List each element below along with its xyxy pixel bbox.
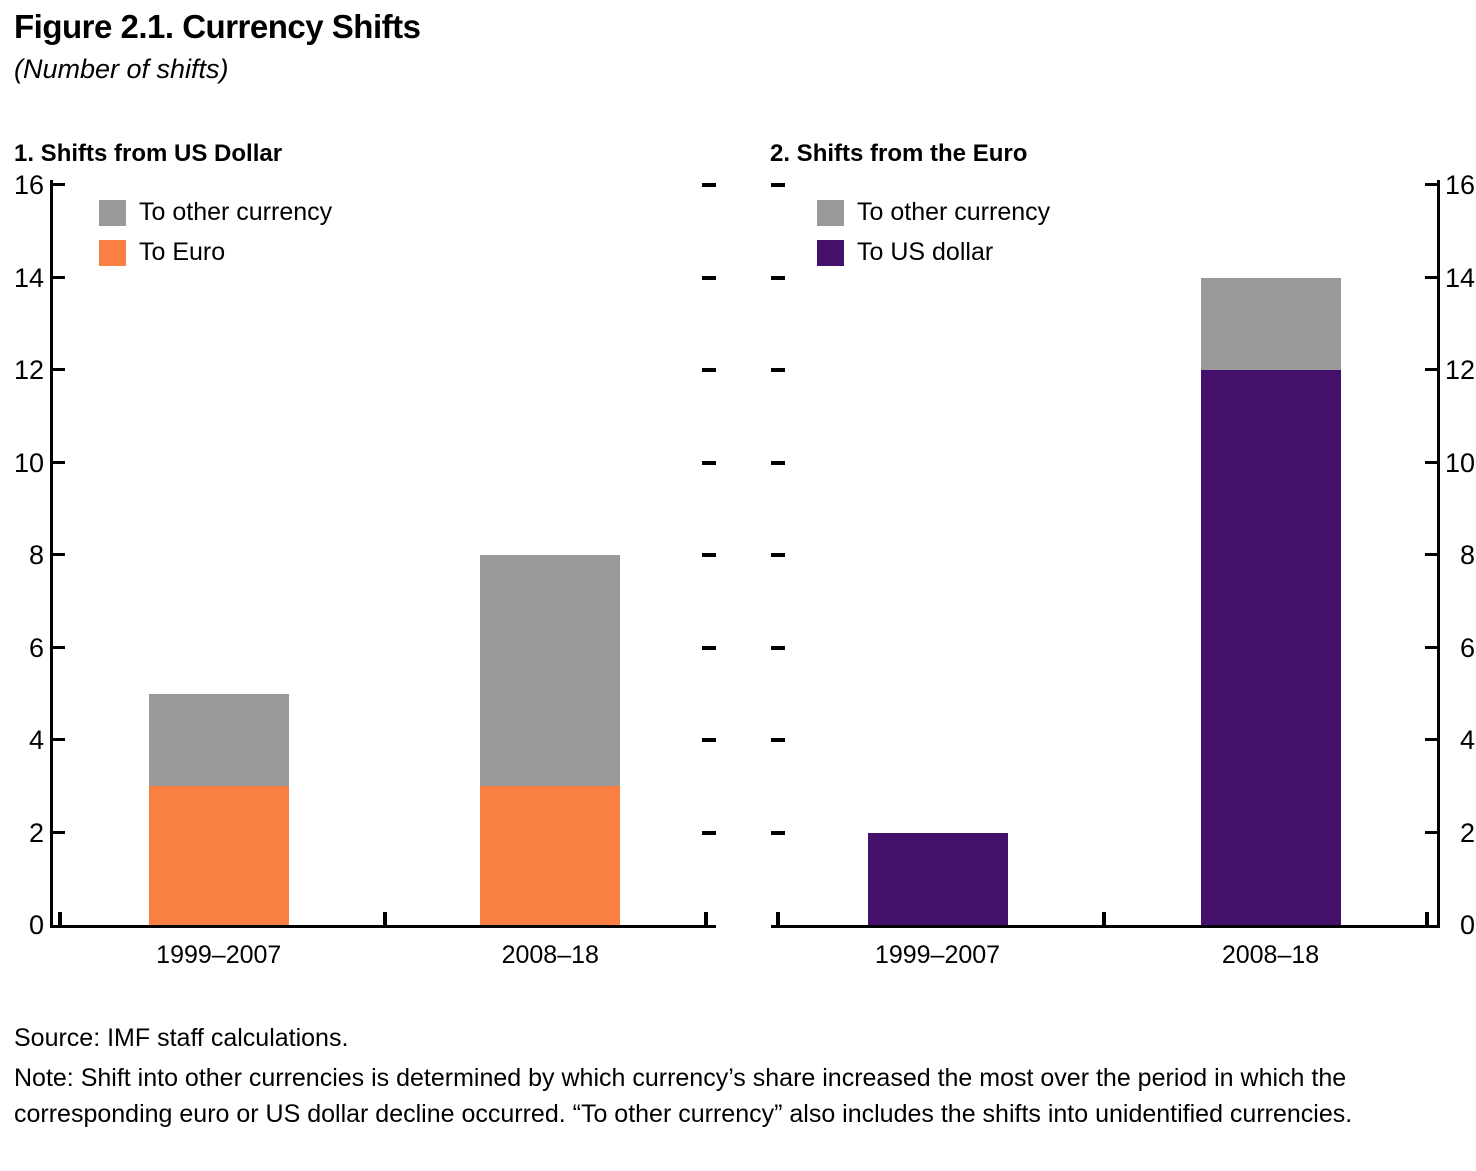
panel-2-plot-area: 0 2 4 6 8 10 12 14 16 1999–2007 2008–18 To other cu… bbox=[771, 171, 1475, 969]
y-axis-label: 8 bbox=[1459, 540, 1475, 570]
y-axis-label: 2 bbox=[28, 817, 44, 848]
y-axis-label: 14 bbox=[13, 262, 44, 293]
y-axis-label: 6 bbox=[1459, 632, 1475, 663]
bar-segment-to-other-currency bbox=[480, 555, 621, 787]
inner-edge-tick bbox=[702, 830, 716, 835]
y-axis-label: 8 bbox=[28, 540, 44, 570]
inner-edge-tick bbox=[771, 830, 785, 835]
x-axis-tick-right bbox=[704, 912, 708, 925]
y-axis-label: 4 bbox=[1459, 725, 1475, 755]
inner-edge-tick bbox=[771, 183, 785, 187]
y-axis-tick bbox=[1425, 553, 1437, 556]
inner-edge-tick bbox=[771, 645, 785, 650]
category-label: 1999–2007 bbox=[874, 941, 1001, 969]
legend-swatch-to-euro bbox=[99, 239, 126, 266]
y-axis-tick bbox=[53, 183, 65, 186]
y-axis-label: 10 bbox=[13, 447, 44, 478]
inner-edge-tick bbox=[702, 645, 716, 650]
inner-edge-tick bbox=[771, 460, 785, 465]
x-axis-tick-mid bbox=[382, 912, 387, 925]
legend-label: To US dollar bbox=[857, 238, 994, 266]
inner-edge-tick bbox=[702, 553, 716, 557]
bar-segment-to-other-currency bbox=[1200, 277, 1341, 370]
figure-title: Figure 2.1. Currency Shifts bbox=[14, 8, 421, 45]
legend: To other currency To Euro bbox=[99, 198, 332, 278]
bar-segment-to-euro bbox=[148, 786, 289, 925]
y-axis-tick bbox=[53, 645, 65, 649]
bar-segment-to-us-dollar bbox=[867, 832, 1008, 925]
y-axis-label: 12 bbox=[1444, 355, 1475, 385]
y-axis-tick bbox=[1425, 830, 1437, 834]
bar-segment-to-euro bbox=[480, 786, 621, 925]
y-axis-label: 0 bbox=[28, 910, 44, 940]
inner-edge-tick bbox=[771, 275, 785, 280]
note-text: Note: Shift into other currencies is det… bbox=[14, 1064, 1353, 1128]
y-axis-tick bbox=[1425, 368, 1437, 371]
y-axis-label: 2 bbox=[1459, 817, 1475, 848]
inner-edge-tick bbox=[771, 553, 785, 557]
source-text: Source: IMF staff calculations. bbox=[14, 1024, 349, 1052]
y-axis-label: 16 bbox=[1444, 170, 1475, 200]
y-axis-label: 16 bbox=[13, 170, 44, 200]
x-axis-tick-left bbox=[776, 912, 780, 925]
y-axis-tick bbox=[53, 738, 65, 741]
y-axis-label: 14 bbox=[1444, 262, 1475, 293]
inner-edge-tick bbox=[771, 738, 785, 742]
y-axis-tick bbox=[53, 368, 65, 371]
legend-item: To US dollar bbox=[817, 238, 1050, 267]
category-label: 1999–2007 bbox=[156, 941, 282, 969]
y-axis-tick bbox=[1425, 645, 1437, 649]
y-axis-tick bbox=[53, 460, 65, 464]
x-axis-tick-right bbox=[1425, 912, 1429, 925]
x-axis-tick-left bbox=[58, 912, 62, 925]
panel-2-title: 2. Shifts from the Euro bbox=[770, 140, 1028, 167]
x-axis-tick-mid bbox=[1102, 912, 1106, 925]
inner-edge-tick bbox=[702, 738, 716, 742]
y-axis-tick bbox=[53, 553, 65, 556]
y-axis-tick bbox=[1425, 275, 1437, 279]
legend-item: To other currency bbox=[817, 198, 1050, 227]
legend-item: To other currency bbox=[99, 198, 332, 227]
bar-segment-to-us-dollar bbox=[1200, 370, 1341, 925]
inner-edge-tick bbox=[702, 275, 716, 280]
y-axis-tick bbox=[53, 830, 65, 834]
category-label: 2008–18 bbox=[1221, 941, 1320, 969]
inner-edge-tick bbox=[702, 460, 716, 465]
legend-swatch-to-other-currency bbox=[99, 199, 126, 226]
y-axis-tick bbox=[53, 275, 65, 279]
figure-subtitle: (Number of shifts) bbox=[14, 54, 229, 84]
inner-edge-tick bbox=[771, 368, 785, 372]
legend-label: To other currency bbox=[139, 198, 333, 226]
category-label: 2008–18 bbox=[501, 941, 599, 969]
legend-label: To Euro bbox=[139, 238, 226, 266]
y-axis-label: 0 bbox=[1459, 910, 1475, 940]
inner-edge-tick bbox=[702, 368, 716, 372]
bar-segment-to-other-currency bbox=[148, 693, 289, 787]
y-axis-label: 6 bbox=[28, 632, 44, 663]
y-axis-tick bbox=[1425, 460, 1437, 464]
legend-label: To other currency bbox=[857, 198, 1051, 226]
y-axis-label: 4 bbox=[28, 725, 44, 755]
y-axis-tick bbox=[1425, 738, 1437, 741]
inner-edge-tick bbox=[702, 183, 716, 187]
legend: To other currency To US dollar bbox=[817, 198, 1050, 278]
y-axis-label: 10 bbox=[1444, 447, 1475, 478]
legend-item: To Euro bbox=[99, 238, 332, 267]
legend-swatch-to-other-currency bbox=[817, 199, 844, 226]
y-axis-tick bbox=[1425, 183, 1437, 186]
panel-1-title: 1. Shifts from US Dollar bbox=[14, 140, 283, 167]
y-axis-label: 12 bbox=[13, 355, 44, 385]
panel-1-plot-area: 0 2 4 6 8 10 12 14 16 1999–2007 2008–18 To other cu… bbox=[14, 171, 716, 969]
legend-swatch-to-us-dollar bbox=[817, 239, 844, 266]
